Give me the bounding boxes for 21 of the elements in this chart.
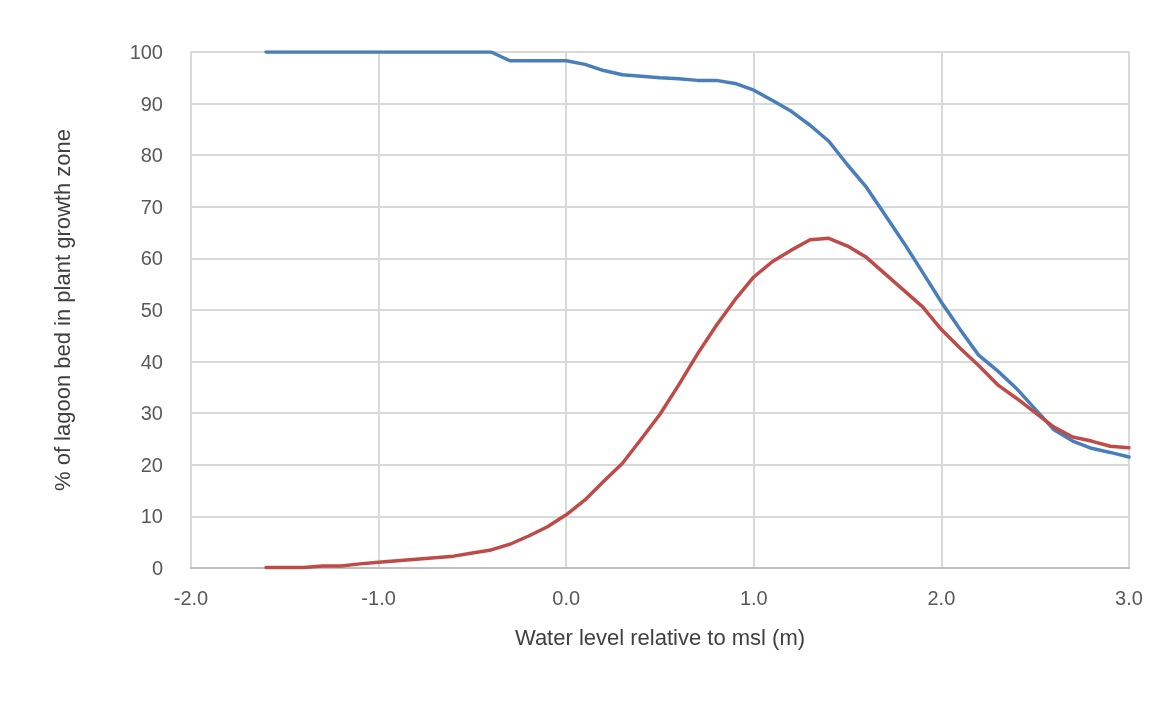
line-series: [264, 50, 1131, 459]
y-tick-label: 0: [151, 557, 163, 579]
x-tick-label: -2.0: [173, 587, 209, 609]
y-tick-label: 70: [140, 195, 163, 218]
y-tick-label: 20: [140, 453, 163, 476]
y-tick-label: 100: [129, 41, 163, 63]
y-axis-title: % of lagoon bed in plant growth zone: [49, 128, 75, 492]
y-tick-label: 10: [140, 505, 163, 528]
y-tick-label: 40: [140, 350, 163, 373]
x-tick-label: 2.0: [927, 587, 956, 609]
x-axis-title: Water level relative to msl (m): [514, 624, 806, 650]
y-tick-label: 30: [140, 402, 163, 425]
x-tick-label: -1.0: [361, 587, 396, 609]
x-tick-label: 3.0: [1115, 587, 1143, 609]
y-tick-label: 60: [140, 247, 163, 270]
x-tick-label: 0.0: [552, 587, 581, 609]
y-tick-label: 50: [140, 299, 163, 321]
x-tick-label: 1.0: [739, 587, 768, 609]
y-tick-label: 90: [140, 92, 163, 115]
line-series: [264, 236, 1131, 570]
y-tick-label: 80: [140, 144, 163, 167]
